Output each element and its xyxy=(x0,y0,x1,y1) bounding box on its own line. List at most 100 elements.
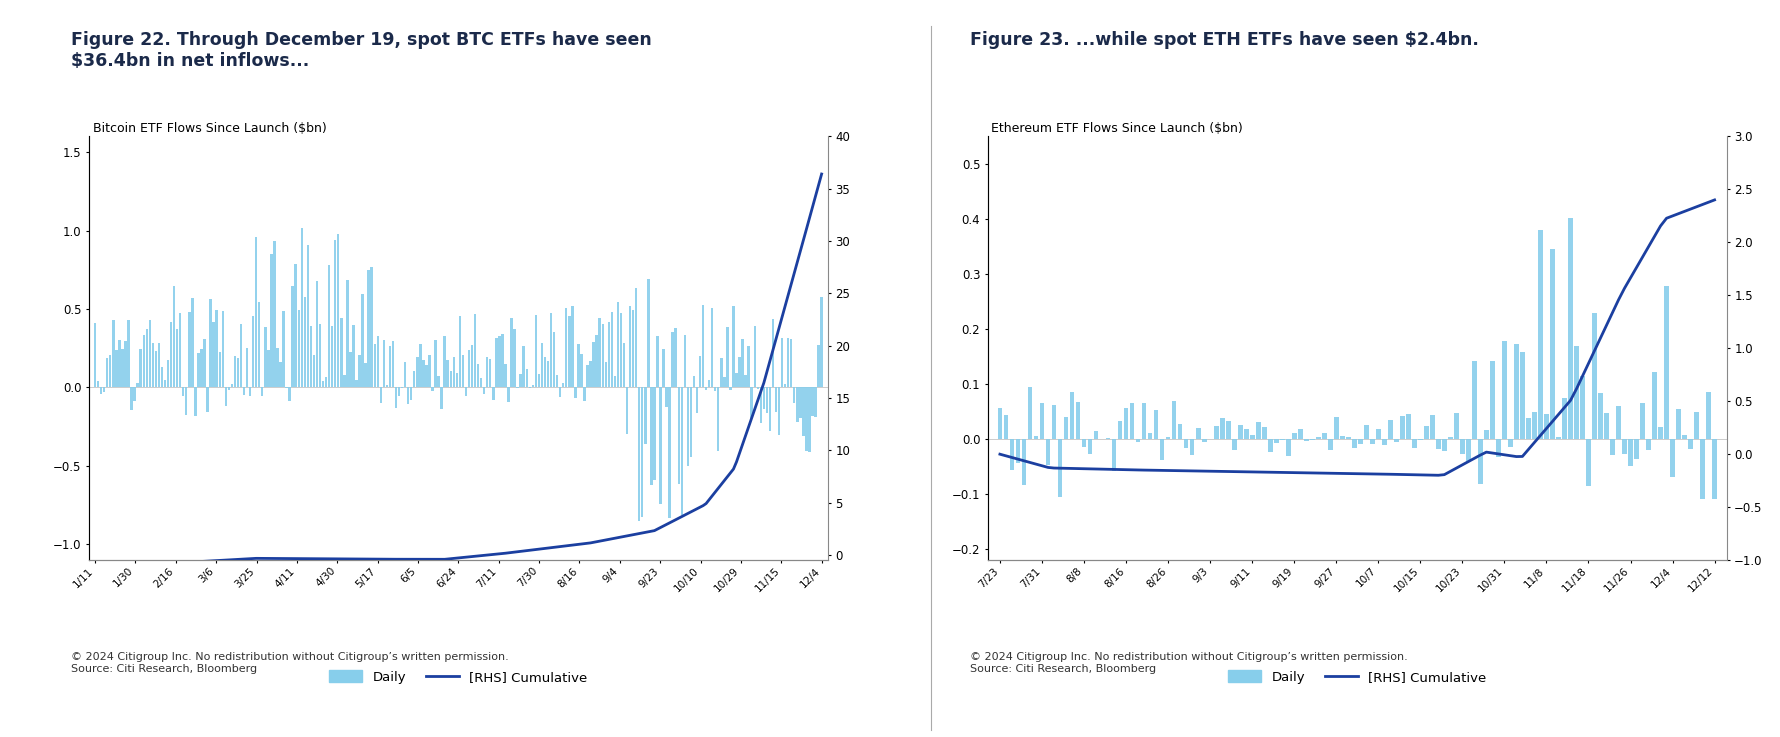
Bar xyxy=(1250,435,1255,439)
Bar xyxy=(125,340,126,388)
Bar xyxy=(1034,436,1038,439)
Bar xyxy=(228,388,230,390)
Legend: Daily, [RHS] Cumulative: Daily, [RHS] Cumulative xyxy=(324,666,593,689)
Bar xyxy=(678,388,680,484)
Bar xyxy=(1598,393,1602,439)
Bar xyxy=(1244,429,1248,439)
Bar xyxy=(1351,439,1356,448)
Bar xyxy=(164,380,166,388)
Bar xyxy=(1226,421,1230,439)
Bar xyxy=(276,349,279,388)
Bar xyxy=(1292,433,1296,439)
Bar xyxy=(345,279,349,388)
Bar xyxy=(477,364,479,388)
Bar xyxy=(714,388,716,391)
Bar xyxy=(812,388,813,416)
Bar xyxy=(684,335,685,388)
Bar xyxy=(1255,422,1260,439)
Bar xyxy=(1460,439,1465,454)
Bar xyxy=(148,320,151,388)
Bar xyxy=(730,388,732,390)
Bar xyxy=(219,352,221,388)
Bar xyxy=(1340,436,1344,439)
Bar xyxy=(641,388,644,517)
Bar xyxy=(650,388,653,485)
Bar xyxy=(1525,418,1531,439)
Bar xyxy=(808,388,810,452)
Bar xyxy=(1112,439,1116,471)
Bar xyxy=(1490,360,1495,439)
Bar xyxy=(1424,425,1429,439)
Bar xyxy=(1022,439,1027,485)
Bar xyxy=(1381,439,1387,445)
Bar xyxy=(504,364,507,388)
Bar xyxy=(413,371,415,388)
Bar xyxy=(1082,439,1086,447)
Bar xyxy=(1323,433,1326,439)
Bar xyxy=(1664,287,1670,439)
Bar xyxy=(292,287,294,388)
Bar xyxy=(580,354,582,388)
Bar xyxy=(379,388,383,402)
Bar xyxy=(1700,439,1705,500)
Bar xyxy=(440,388,443,410)
Bar xyxy=(696,388,698,413)
Bar xyxy=(1581,377,1584,439)
Bar xyxy=(237,357,239,388)
Bar xyxy=(1586,439,1591,486)
Bar xyxy=(155,351,157,388)
Bar xyxy=(279,363,281,388)
Bar xyxy=(258,302,260,388)
Bar xyxy=(367,270,370,388)
Bar xyxy=(283,311,285,388)
Bar xyxy=(1148,433,1152,439)
Bar xyxy=(212,322,215,388)
Bar xyxy=(486,357,488,388)
Bar xyxy=(1232,439,1237,450)
Bar xyxy=(1016,439,1020,463)
Bar xyxy=(546,361,550,388)
Bar xyxy=(1315,437,1321,439)
Bar xyxy=(1568,218,1574,439)
Bar xyxy=(344,375,345,388)
Bar xyxy=(657,336,659,388)
Bar xyxy=(799,388,801,418)
Bar xyxy=(151,343,155,388)
Bar xyxy=(240,324,242,388)
Bar xyxy=(198,353,199,388)
Bar xyxy=(1429,415,1435,439)
Bar xyxy=(447,360,449,388)
Bar xyxy=(1118,421,1123,439)
Bar xyxy=(482,388,486,394)
Bar xyxy=(429,355,431,388)
Bar xyxy=(481,378,482,388)
Bar xyxy=(361,294,363,388)
Bar xyxy=(602,324,603,388)
Bar xyxy=(637,388,641,521)
Bar xyxy=(1611,439,1614,455)
Bar xyxy=(680,388,684,515)
Bar xyxy=(352,325,354,388)
Bar xyxy=(628,306,632,388)
Text: Ethereum ETF Flows Since Launch ($bn): Ethereum ETF Flows Since Launch ($bn) xyxy=(991,122,1242,135)
Bar xyxy=(1550,248,1556,439)
Bar xyxy=(550,313,552,388)
Bar xyxy=(465,388,466,397)
Bar xyxy=(262,388,263,396)
Bar xyxy=(459,316,461,388)
Bar xyxy=(117,340,121,388)
Bar xyxy=(112,320,114,388)
Bar xyxy=(648,279,650,388)
Bar xyxy=(619,313,623,388)
Bar xyxy=(575,388,577,398)
Bar xyxy=(513,329,516,388)
Bar xyxy=(1237,425,1242,439)
Bar xyxy=(523,346,525,388)
Bar xyxy=(1189,439,1194,455)
Bar xyxy=(1141,403,1146,439)
Bar xyxy=(450,371,452,388)
Bar xyxy=(1659,427,1663,439)
Bar xyxy=(1634,439,1639,459)
Bar xyxy=(700,355,701,388)
Legend: Daily, [RHS] Cumulative: Daily, [RHS] Cumulative xyxy=(1223,666,1492,689)
